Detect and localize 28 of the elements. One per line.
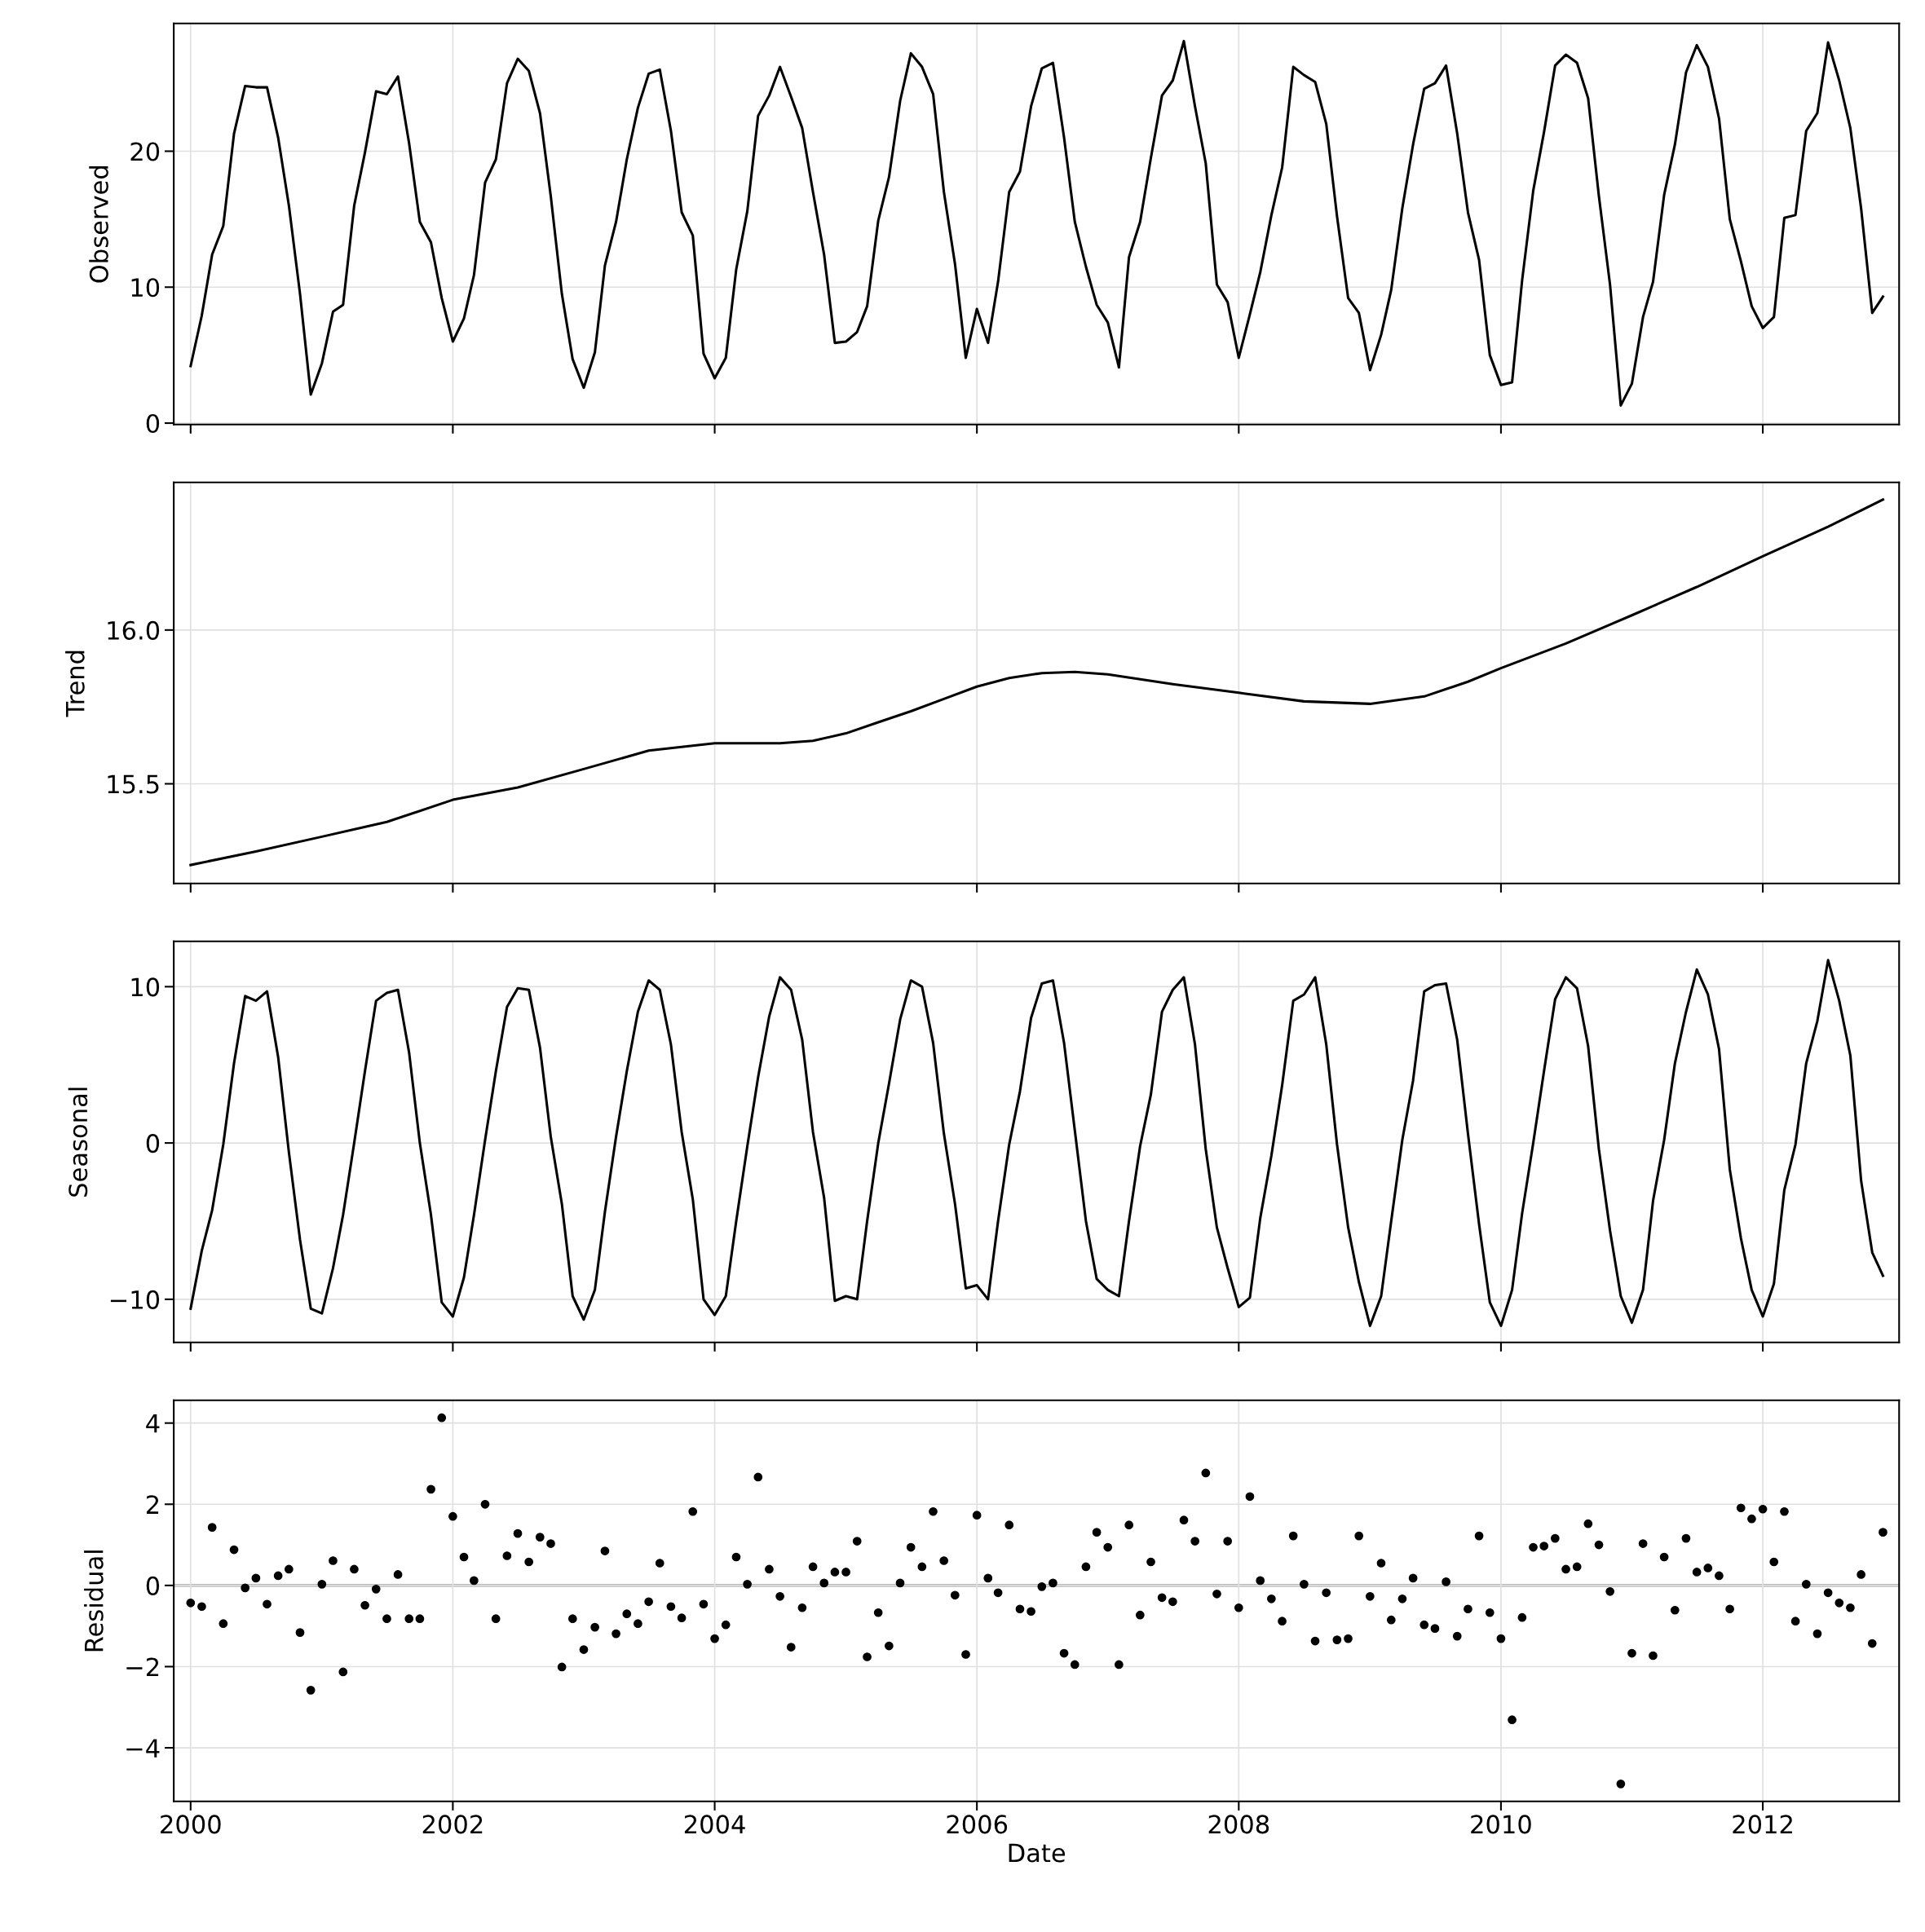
line-series — [189, 39, 1884, 407]
x-tick-label: 2000 — [161, 1815, 221, 1834]
y-tick-label: 2 — [146, 1495, 159, 1514]
x-tick-label: 2006 — [947, 1815, 1008, 1834]
y-axis-title: Residual — [84, 1550, 104, 1652]
x-tick-label: 2004 — [684, 1815, 745, 1834]
y-axis-title: Observed — [89, 165, 108, 283]
x-tick-label: 2008 — [1208, 1815, 1269, 1834]
x-tick-label: 2002 — [422, 1815, 483, 1834]
y-tick-label: 0 — [146, 413, 160, 434]
y-tick-label: 0 — [146, 1576, 160, 1595]
x-tick-label: 2012 — [1733, 1815, 1792, 1834]
y-tick-label: −2 — [126, 1657, 159, 1677]
x-tick-label: 2010 — [1471, 1815, 1531, 1834]
line-series — [189, 498, 1884, 867]
line-series — [189, 959, 1884, 1327]
y-tick-label: 10 — [131, 977, 160, 997]
y-tick-label: 15.5 — [108, 774, 159, 794]
y-tick-label: 10 — [131, 278, 160, 298]
y-tick-label: 20 — [130, 142, 160, 161]
y-tick-label: 16.0 — [108, 620, 160, 640]
y-axis-title: Trend — [65, 651, 85, 717]
x-axis-title: Date — [1009, 1843, 1066, 1863]
y-tick-label: 4 — [146, 1414, 160, 1433]
y-tick-label: 0 — [146, 1134, 160, 1153]
y-tick-label: −4 — [126, 1739, 160, 1758]
y-axis-title: Seasonal — [68, 1087, 88, 1197]
y-tick-label: −10 — [110, 1290, 160, 1309]
